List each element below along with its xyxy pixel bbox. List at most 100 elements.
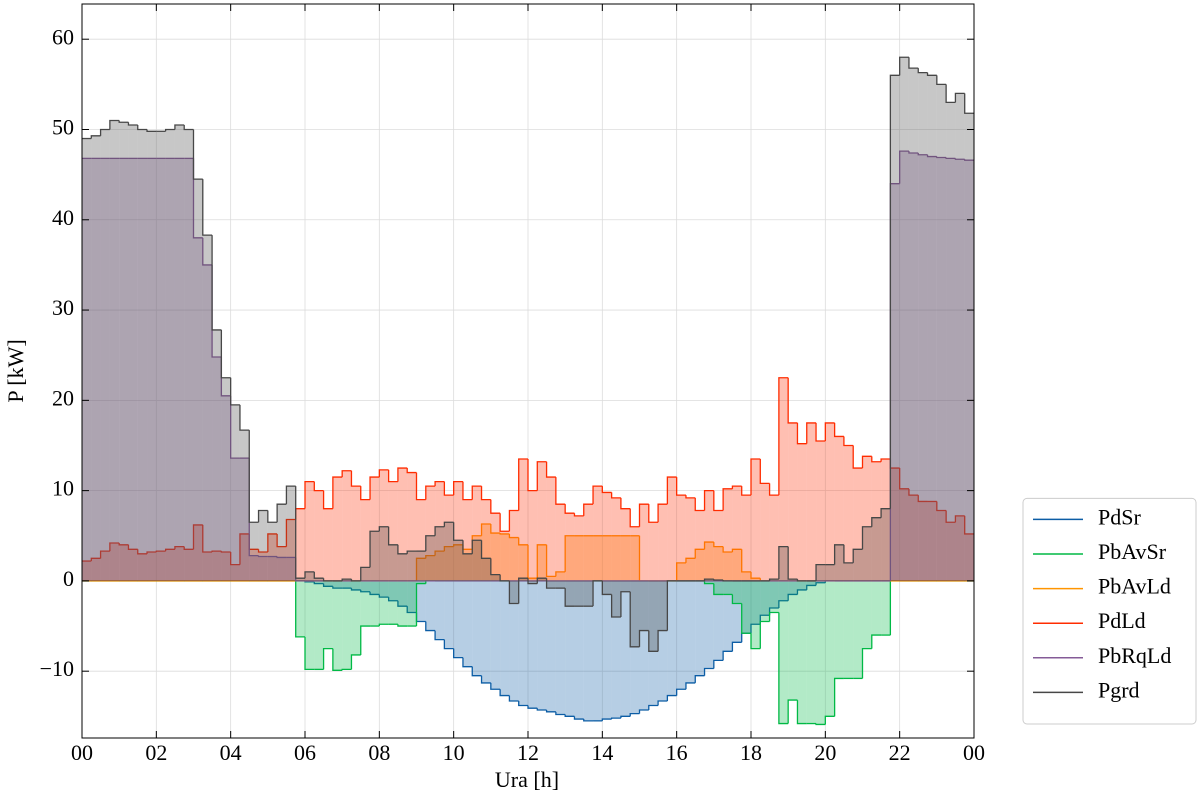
step-area — [174, 158, 185, 581]
step-area — [964, 533, 974, 581]
step-line — [387, 597, 398, 602]
step-line — [397, 467, 408, 482]
step-area — [323, 508, 333, 581]
step-area — [490, 533, 501, 581]
step-line — [843, 544, 854, 564]
step-area — [685, 497, 696, 581]
step-area — [397, 553, 408, 581]
step-area — [295, 578, 305, 581]
step-line — [731, 641, 742, 652]
step-line — [954, 515, 965, 523]
step-area — [825, 580, 835, 717]
step-area — [825, 422, 835, 581]
step-line — [592, 580, 603, 607]
step-line — [127, 544, 138, 550]
step-area — [528, 490, 538, 581]
step-area — [82, 561, 92, 581]
step-line — [815, 564, 826, 581]
step-area — [658, 580, 668, 701]
step-area — [611, 497, 621, 581]
step-line — [360, 625, 371, 655]
step-area — [360, 580, 371, 627]
step-line — [109, 119, 120, 130]
step-line — [341, 668, 352, 671]
step-area — [472, 486, 482, 581]
step-area — [267, 556, 278, 581]
step-line — [629, 508, 640, 528]
step-area — [574, 580, 584, 720]
step-line — [202, 179, 213, 236]
step-area — [546, 580, 556, 712]
step-area — [704, 579, 714, 581]
step-area — [732, 580, 742, 643]
step-area — [769, 579, 779, 581]
x-axis-label: Ura [h] — [495, 767, 559, 792]
step-line — [499, 574, 510, 582]
step-area — [816, 580, 826, 725]
step-line — [378, 594, 389, 598]
step-line — [657, 503, 668, 523]
step-line — [90, 557, 101, 562]
step-area — [704, 490, 714, 581]
step-line — [657, 700, 668, 706]
step-area — [295, 508, 305, 581]
step-area — [407, 551, 417, 581]
step-area — [602, 492, 612, 581]
step-line — [824, 422, 835, 441]
step-area — [555, 580, 566, 589]
step-area — [258, 552, 268, 581]
step-line — [778, 545, 789, 580]
step-area — [518, 459, 528, 581]
y-tick-label: 30 — [52, 295, 74, 320]
series-pdsr — [82, 580, 974, 722]
step-area — [258, 556, 268, 581]
step-line — [304, 480, 315, 509]
step-line — [583, 719, 594, 722]
step-line — [833, 677, 844, 717]
step-line — [118, 542, 129, 546]
step-line — [230, 552, 240, 566]
step-line — [713, 542, 724, 548]
step-line — [257, 555, 268, 558]
step-area — [230, 458, 240, 581]
step-line — [852, 445, 863, 469]
step-line — [443, 639, 454, 650]
step-area — [360, 499, 371, 581]
step-area — [964, 160, 974, 581]
step-line — [685, 495, 696, 499]
step-area — [388, 580, 398, 601]
step-area — [388, 580, 398, 625]
step-line — [471, 485, 482, 500]
step-line — [964, 159, 974, 161]
step-line — [768, 578, 779, 581]
step-area — [620, 580, 631, 717]
step-area — [648, 580, 659, 706]
step-line — [731, 594, 742, 605]
step-area — [630, 526, 640, 581]
step-line — [768, 611, 779, 622]
step-area — [565, 580, 575, 607]
step-line — [276, 556, 287, 559]
step-line — [313, 481, 324, 492]
step-area — [174, 124, 185, 581]
step-line — [499, 533, 510, 535]
step-line — [564, 504, 575, 514]
x-tick-label: 06 — [294, 740, 316, 765]
step-area — [156, 158, 166, 581]
step-area — [816, 564, 826, 581]
step-area — [249, 522, 259, 581]
step-line — [676, 562, 686, 581]
step-line — [666, 476, 677, 505]
step-line — [211, 235, 222, 331]
step-line — [703, 489, 714, 511]
x-tick-label: 00 — [71, 740, 93, 765]
step-area — [528, 580, 538, 584]
step-line — [861, 526, 872, 550]
step-area — [685, 558, 696, 581]
step-area — [741, 580, 751, 634]
step-area — [342, 580, 352, 589]
step-line — [685, 682, 696, 690]
step-line — [332, 648, 343, 671]
step-area — [769, 580, 779, 613]
step-area — [184, 129, 194, 581]
